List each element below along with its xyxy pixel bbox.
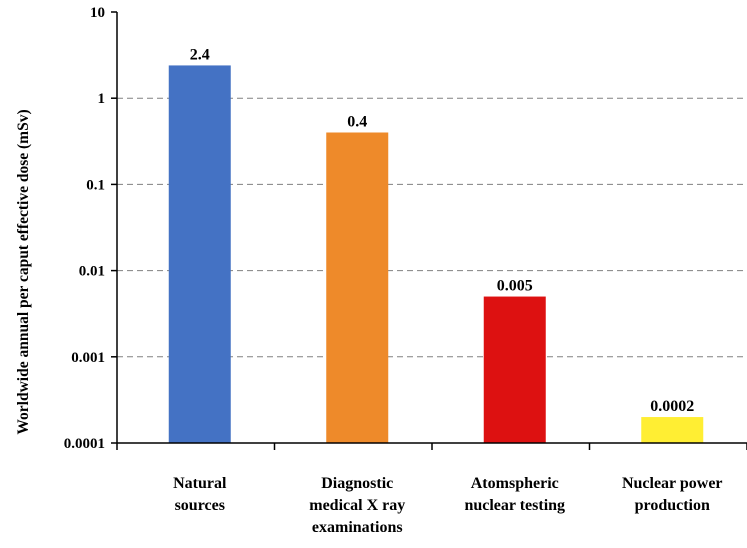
category-label: Natural sources [173,475,227,514]
category-label-line: nuclear testing [464,497,565,514]
category-label: Nuclear power production [622,475,723,514]
bar [641,417,704,443]
category-label-line: medical X ray [309,497,405,514]
y-tick-labels: 0.0001 0.001 0.01 0.1 1 10 [64,5,105,452]
bar [483,296,546,443]
category-label-line: sources [175,497,225,514]
category-label-line: Nuclear power [622,475,723,492]
category-label-line: Diagnostic [321,475,393,492]
bars [168,65,704,444]
data-label: 0.005 [497,278,533,295]
category-label: Atomspheric nuclear testing [464,475,565,514]
category-label-line: production [635,497,710,514]
category-label: Diagnostic medical X ray examinations [309,475,405,536]
y-tick-label: 0.1 [86,177,105,193]
category-label-line: examinations [312,519,403,536]
category-label-line: Atomspheric [471,475,559,492]
y-tick-label: 0.01 [79,264,105,280]
data-label: 0.4 [347,114,367,131]
y-axis-label: Worldwide annual per caput effective dos… [15,109,32,434]
bar [168,65,231,444]
axes [111,11,747,450]
y-tick-label: 0.0001 [64,436,105,452]
category-label-line: Natural [173,475,227,492]
y-tick-label: 1 [98,91,106,107]
data-label: 0.0002 [650,398,694,415]
bar [326,132,389,443]
x-category-labels: Natural sources Diagnostic medical X ray exa… [173,475,722,536]
y-tick-label: 10 [90,5,105,21]
y-tick-label: 0.001 [71,350,105,366]
data-labels: 2.4 0.4 0.005 0.0002 [190,46,695,415]
data-label: 2.4 [190,46,210,63]
